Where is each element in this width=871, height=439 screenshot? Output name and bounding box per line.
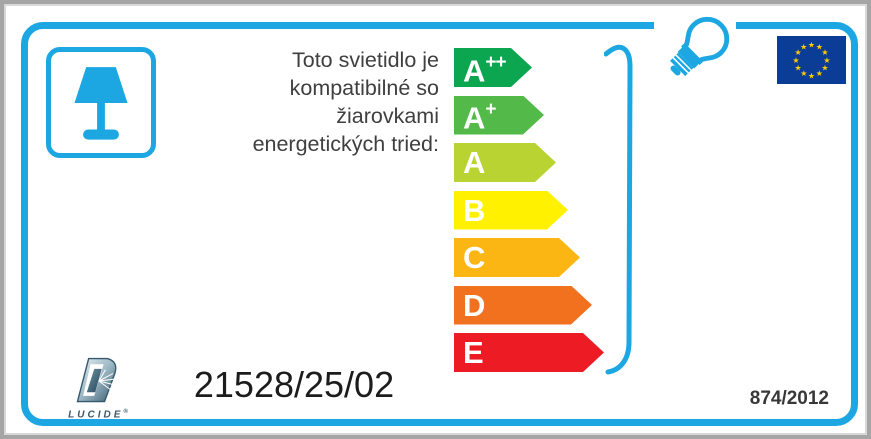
eu-star-icon: ★: [816, 42, 823, 51]
eu-star-icon: ★: [808, 40, 815, 49]
energy-class-arrow: D: [454, 286, 592, 325]
energy-class-letter: B: [463, 192, 486, 228]
compatibility-text-line: kompatibilné so: [289, 76, 439, 100]
lucide-logo-text: LUCIDE®: [68, 409, 128, 421]
eu-star-icon: ★: [795, 48, 802, 57]
energy-class-arrow: A+: [454, 96, 544, 135]
energy-class-letter: C: [463, 240, 486, 275]
label-border: [21, 22, 858, 426]
eu-star-icon: ★: [792, 56, 799, 65]
lucide-logo: LUCIDE®: [50, 356, 146, 420]
energy-class-arrow: A: [454, 143, 556, 182]
energy-class-letter: D: [463, 287, 486, 323]
product-number: 21528/25/02: [193, 364, 395, 405]
energy-class-letter: A++: [463, 51, 506, 89]
light-bulb-icon: [670, 16, 730, 77]
energy-class-letter: A+: [463, 99, 496, 136]
compatibility-text-line: energetických tried:: [252, 132, 439, 156]
eu-star-icon: ★: [795, 64, 802, 73]
energy-class-arrow: E: [454, 333, 604, 372]
energy-class-letter: E: [463, 335, 484, 370]
energy-class-letter: A: [463, 145, 486, 180]
eu-star-icon: ★: [821, 64, 828, 73]
energy-class-arrow: A++: [454, 48, 532, 87]
eu-flag: ★ ★★★★★★★★★★★: [777, 36, 846, 84]
eu-star-icon: ★: [821, 48, 828, 57]
eu-star-icon: ★: [816, 69, 823, 78]
table-lamp-icon: [74, 66, 128, 140]
eu-star-icon: ★: [800, 69, 807, 78]
compatibility-text-line: Toto svietidlo je: [292, 48, 439, 72]
compatibility-text-line: žiarovkami: [336, 104, 439, 128]
lucide-logo-icon: [76, 357, 117, 403]
bracket-icon: [604, 44, 633, 375]
eu-star-icon: ★: [823, 56, 830, 65]
energy-class-arrow: B: [454, 191, 568, 230]
eu-star-icon: ★: [800, 42, 807, 51]
table-lamp-box: [46, 47, 156, 158]
regulation-number: 874/2012: [749, 388, 829, 409]
compatibility-text: Toto svietidlo je kompatibilné so žiarov…: [144, 46, 439, 158]
eu-star-icon: ★: [808, 71, 815, 80]
energy-class-arrow: C: [454, 238, 580, 277]
energy-class-arrows: A++ A+ A B C D E: [454, 48, 604, 381]
